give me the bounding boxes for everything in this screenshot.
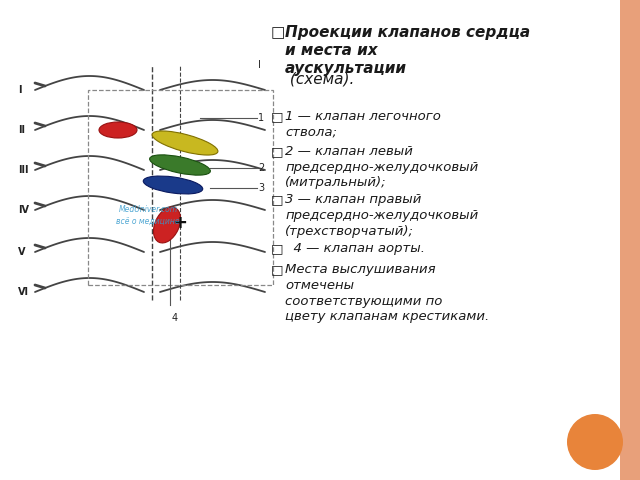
Text: 1: 1 — [258, 113, 264, 123]
Ellipse shape — [99, 122, 137, 138]
Circle shape — [567, 414, 623, 470]
Text: 4 — клапан аорты.: 4 — клапан аорты. — [285, 242, 425, 255]
Text: II: II — [18, 125, 25, 135]
Text: VI: VI — [18, 287, 29, 297]
Text: (схема).: (схема). — [285, 71, 355, 86]
Text: 1 — клапан легочного
ствола;: 1 — клапан легочного ствола; — [285, 110, 441, 139]
Text: □: □ — [271, 110, 284, 123]
Text: Места выслушивания
отмечены
соответствующими по
цвету клапанам крестиками.: Места выслушивания отмечены соответствую… — [285, 264, 489, 323]
Ellipse shape — [154, 207, 180, 243]
Text: □: □ — [271, 264, 284, 276]
Text: I: I — [258, 60, 261, 70]
Text: всё о медицине: всё о медицине — [116, 217, 180, 227]
Ellipse shape — [150, 155, 211, 175]
Bar — [620, 0, 640, 480]
Ellipse shape — [143, 176, 203, 194]
Bar — [88, 90, 273, 285]
Text: V: V — [18, 247, 26, 257]
Text: 3: 3 — [258, 183, 264, 193]
Text: □: □ — [271, 25, 285, 40]
Text: +: + — [173, 214, 188, 232]
Text: IV: IV — [18, 205, 29, 215]
Text: Проекции клапанов сердца
и места их
аускультации: Проекции клапанов сердца и места их ауск… — [285, 25, 530, 76]
Text: □: □ — [271, 193, 284, 206]
Text: III: III — [18, 165, 29, 175]
Text: 2 — клапан левый
предсердно-желудочковый
(митральный);: 2 — клапан левый предсердно-желудочковый… — [285, 145, 478, 189]
Ellipse shape — [152, 131, 218, 155]
Text: 4: 4 — [172, 313, 178, 323]
Text: 2: 2 — [258, 163, 264, 173]
Text: MedUniver.com: MedUniver.com — [118, 205, 177, 215]
Text: I: I — [18, 85, 22, 95]
Text: □: □ — [271, 242, 284, 255]
Text: 3 — клапан правый
предсердно-желудочковый
(трехстворчатый);: 3 — клапан правый предсердно-желудочковы… — [285, 193, 478, 238]
Text: □: □ — [271, 145, 284, 158]
